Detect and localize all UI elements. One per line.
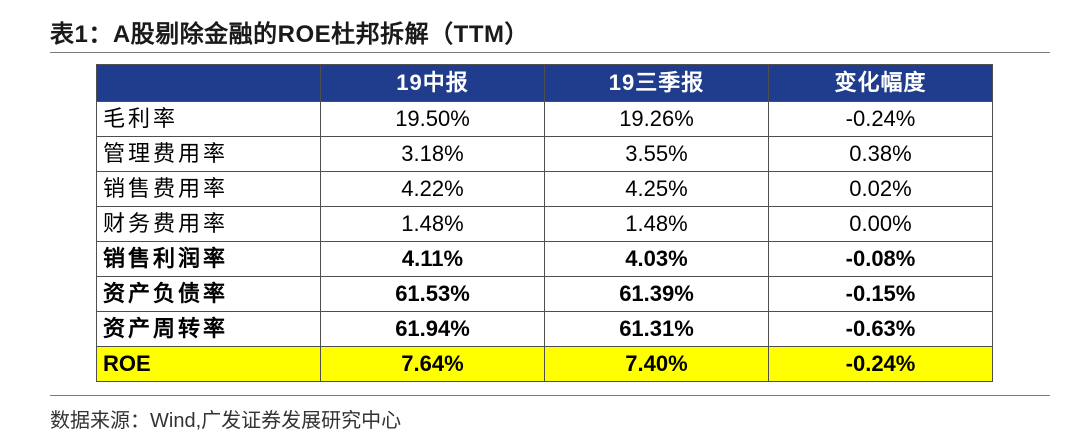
cell-19-q3: 61.31% [544, 311, 769, 347]
table-row: 资产周转率 61.94% 61.31% -0.63% [96, 311, 993, 347]
cell-change: -0.15% [768, 276, 993, 312]
cell-19-interim: 4.11% [320, 241, 545, 277]
row-label: 销售费用率 [96, 171, 321, 207]
cell-19-interim: 61.94% [320, 311, 545, 347]
cell-19-q3: 61.39% [544, 276, 769, 312]
cell-19-interim: 3.18% [320, 136, 545, 172]
row-label: 管理费用率 [96, 136, 321, 172]
header-corner [96, 64, 321, 102]
header-19-interim: 19中报 [320, 64, 545, 102]
cell-19-interim: 61.53% [320, 276, 545, 312]
cell-change: -0.08% [768, 241, 993, 277]
cell-19-interim: 1.48% [320, 206, 545, 242]
cell-19-q3: 7.40% [544, 346, 769, 382]
cell-19-interim: 7.64% [320, 346, 545, 382]
cell-19-interim: 19.50% [320, 101, 545, 137]
table-row: 销售费用率 4.22% 4.25% 0.02% [96, 171, 993, 207]
row-label: 资产负债率 [96, 276, 321, 312]
row-label: 财务费用率 [96, 206, 321, 242]
cell-change: -0.63% [768, 311, 993, 347]
title-divider [50, 52, 1050, 53]
cell-19-q3: 4.03% [544, 241, 769, 277]
cell-19-q3: 4.25% [544, 171, 769, 207]
source-divider [50, 395, 1050, 396]
roe-dupont-table: 19中报 19三季报 变化幅度 毛利率 19.50% 19.26% -0.24%… [96, 64, 993, 382]
source-note: 数据来源：Wind,广发证券发展研究中心 [50, 410, 402, 432]
cell-19-q3: 1.48% [544, 206, 769, 242]
cell-19-q3: 19.26% [544, 101, 769, 137]
row-label: 销售利润率 [96, 241, 321, 277]
header-row: 19中报 19三季报 变化幅度 [96, 64, 993, 102]
row-label: 资产周转率 [96, 311, 321, 347]
row-label: 毛利率 [96, 101, 321, 137]
table-row: 财务费用率 1.48% 1.48% 0.00% [96, 206, 993, 242]
row-label: ROE [96, 346, 321, 382]
header-change: 变化幅度 [768, 64, 993, 102]
cell-change: 0.02% [768, 171, 993, 207]
roe-row: ROE 7.64% 7.40% -0.24% [96, 346, 993, 382]
cell-change: -0.24% [768, 101, 993, 137]
table-row: 毛利率 19.50% 19.26% -0.24% [96, 101, 993, 137]
header-19-q3: 19三季报 [544, 64, 769, 102]
cell-19-q3: 3.55% [544, 136, 769, 172]
table-row: 销售利润率 4.11% 4.03% -0.08% [96, 241, 993, 277]
cell-change: 0.38% [768, 136, 993, 172]
table-row: 管理费用率 3.18% 3.55% 0.38% [96, 136, 993, 172]
cell-19-interim: 4.22% [320, 171, 545, 207]
table-row: 资产负债率 61.53% 61.39% -0.15% [96, 276, 993, 312]
table-title: 表1：A股剔除金融的ROE杜邦拆解（TTM） [50, 21, 529, 48]
cell-change: -0.24% [768, 346, 993, 382]
cell-change: 0.00% [768, 206, 993, 242]
